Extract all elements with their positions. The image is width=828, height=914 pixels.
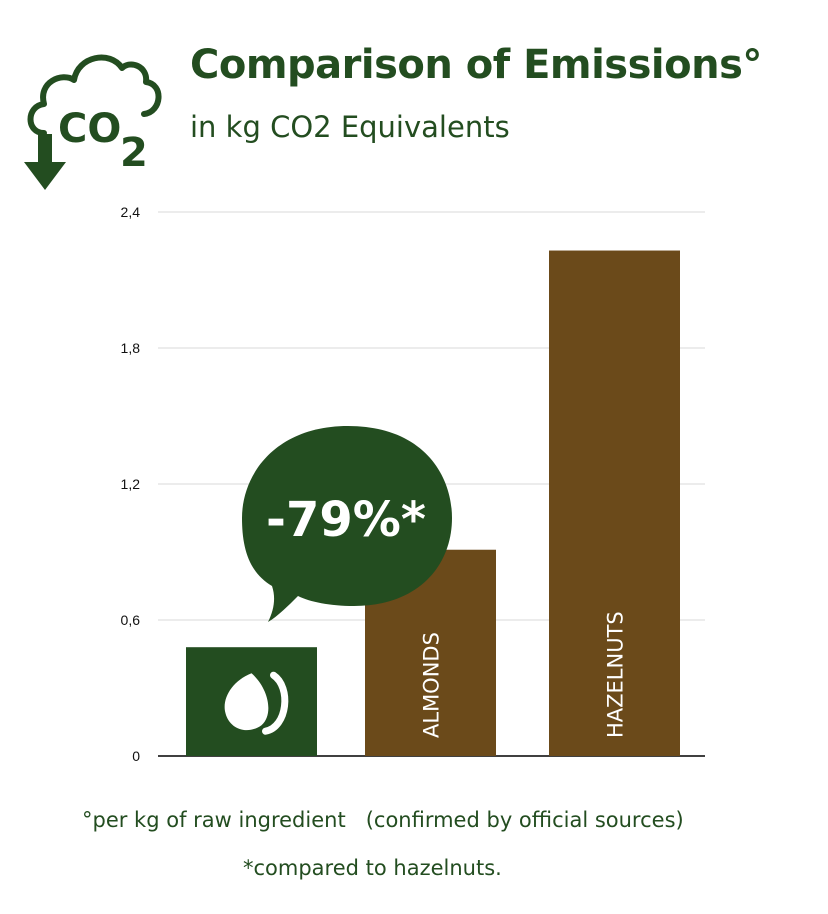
speech-bubble — [242, 426, 452, 622]
y-tick-label: 0 — [132, 748, 140, 764]
svg-text:CO: CO — [58, 106, 121, 152]
chart-subtitle: in kg CO2 Equivalents — [190, 110, 510, 144]
y-tick-label: 0,6 — [121, 612, 141, 628]
y-tick-label: 1,2 — [121, 476, 141, 492]
bars: ALMONDS HAZELNUTS — [186, 250, 680, 757]
savings-callout: -79%* — [242, 426, 452, 622]
footnote-compared: *compared to hazelnuts. — [243, 856, 502, 880]
y-tick-label: 1,8 — [121, 340, 141, 356]
y-tick-label: 2,4 — [121, 204, 141, 220]
chart-title: Comparison of Emissions° — [190, 42, 762, 88]
bar — [549, 250, 680, 757]
footnote-per-kg: °per kg of raw ingredient (confirmed by … — [82, 808, 684, 832]
co2-cloud-down-arrow-icon: CO 2 — [24, 54, 162, 190]
brand-drop-logo-icon — [224, 671, 289, 735]
svg-text:2: 2 — [120, 130, 148, 176]
bar-category-label: HAZELNUTS — [604, 611, 628, 738]
bar-category-label: ALMONDS — [420, 632, 444, 738]
y-axis-ticks: 0 0,6 1,2 1,8 2,4 — [121, 204, 141, 764]
savings-callout-text: -79%* — [266, 492, 426, 548]
